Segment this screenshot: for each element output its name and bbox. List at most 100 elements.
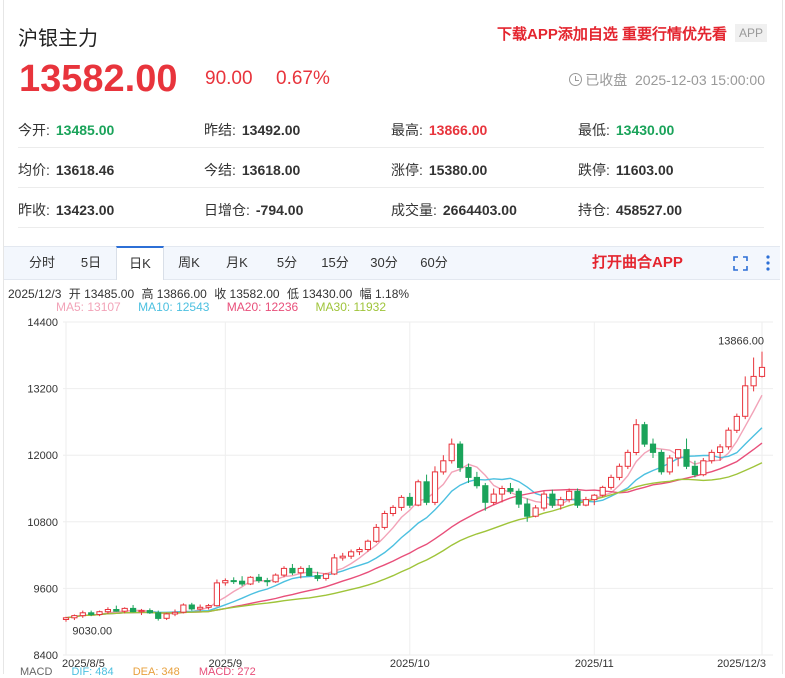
- ma20-label: MA20: 12236: [226, 300, 299, 314]
- candle-body: [431, 471, 439, 503]
- candle-body: [440, 460, 447, 473]
- stat-cell: 最高: 13866.00: [391, 120, 487, 140]
- tab-weekly-k[interactable]: 周K: [178, 255, 200, 270]
- price-change: 90.00: [205, 68, 253, 89]
- candle-body: [104, 609, 112, 613]
- candle-body: [389, 506, 397, 514]
- stat-cell: 今结: 13618.00: [204, 160, 300, 180]
- candle-body: [280, 567, 288, 576]
- x-tick-label: 2025/9: [208, 658, 242, 670]
- tab-15min[interactable]: 15分: [321, 255, 349, 270]
- tab-60min[interactable]: 60分: [420, 255, 448, 270]
- candle-body: [758, 366, 766, 377]
- candle-body: [71, 615, 78, 619]
- macd-indicator: MACD DIF: 484 DEA: 348 MACD: 272: [20, 666, 272, 678]
- macd-dif: DIF: 484: [71, 666, 114, 678]
- candle-body: [733, 415, 740, 431]
- candle-body: [130, 607, 137, 613]
- candle-body: [666, 457, 673, 473]
- ohlc-low: 低 13430.00: [286, 287, 353, 301]
- candle-body: [415, 481, 422, 506]
- candle-body: [356, 549, 363, 553]
- candle-body: [406, 496, 413, 506]
- status-text: 已收盘: [585, 72, 628, 88]
- candle-body: [708, 451, 715, 462]
- candle-body: [624, 451, 631, 467]
- candle-body: [306, 567, 313, 577]
- ma30-label: MA30: 11932: [315, 300, 387, 314]
- stat-value: 13492.00: [241, 122, 301, 138]
- stat-cell: 日增仓: -794.00: [204, 200, 303, 220]
- tab-30min[interactable]: 30分: [370, 255, 398, 270]
- candle-body: [155, 612, 162, 619]
- candle-body: [700, 460, 707, 476]
- y-tick-label: 14400: [27, 317, 58, 329]
- stat-label: 成交量:: [391, 202, 437, 218]
- ma5-line: [65, 394, 763, 619]
- candle-body: [532, 507, 539, 517]
- x-tick-label: 2025/11: [575, 658, 614, 670]
- stat-label: 均价:: [18, 162, 50, 178]
- ohlc-open: 开 13485.00: [68, 287, 135, 301]
- more-menu-icon[interactable]: [766, 255, 770, 271]
- candle-body: [113, 609, 120, 612]
- clock-icon: [569, 73, 583, 86]
- macd-value: MACD: 272: [198, 666, 256, 678]
- market-status: 已收盘 2025-12-03 15:00:00: [569, 70, 765, 90]
- stat-label: 最低:: [578, 122, 610, 138]
- tab-intraday[interactable]: 分时: [28, 255, 55, 270]
- download-app-promo-link[interactable]: 下载APP添加自选 重要行情优先看: [496, 26, 727, 43]
- candle-body: [725, 429, 732, 448]
- candle-body: [457, 443, 464, 468]
- tab-5day[interactable]: 5日: [80, 255, 102, 270]
- tab-monthly-k[interactable]: 月K: [226, 255, 248, 270]
- fullscreen-icon[interactable]: [733, 256, 748, 271]
- stat-cell: 持仓: 458527.00: [578, 200, 682, 220]
- candle-body: [289, 567, 296, 574]
- stat-value: 13618.00: [241, 162, 301, 178]
- candle-body: [473, 476, 480, 487]
- candle-body: [482, 485, 489, 503]
- x-tick-label: 2025/12/3: [717, 658, 766, 670]
- stat-value: 13423.00: [55, 202, 115, 218]
- candle-body: [339, 555, 346, 559]
- candle-body: [331, 557, 338, 575]
- stats-row: 今开: 13485.00 昨结: 13492.00 最高: 13866.00 最低: 1…: [18, 108, 764, 148]
- tab-daily-k[interactable]: 日K: [116, 246, 164, 280]
- stat-label: 持仓:: [578, 202, 610, 218]
- candle-body: [180, 604, 187, 613]
- candle-body: [549, 493, 556, 506]
- candle-body: [599, 486, 606, 496]
- candle-body: [230, 580, 237, 583]
- candle-body: [255, 576, 262, 582]
- open-app-link[interactable]: 打开曲合APP: [592, 254, 683, 271]
- stats-row: 昨收: 13423.00 日增仓: -794.00 成交量: 2664403.00 持…: [18, 188, 764, 228]
- app-badge[interactable]: APP: [734, 24, 767, 42]
- max-price-label: 13866.00: [718, 336, 764, 348]
- candle-body: [188, 604, 195, 610]
- y-tick-label: 9600: [34, 583, 58, 595]
- ma30-line: [65, 462, 763, 619]
- candle-body: [675, 449, 682, 459]
- x-tick-label: 2025/10: [390, 658, 430, 670]
- candle-body: [608, 476, 615, 488]
- candle-body: [423, 481, 430, 503]
- candle-body: [574, 490, 581, 506]
- candle-body: [507, 488, 514, 492]
- candle-body: [88, 612, 95, 615]
- price-change-percent: 0.67%: [276, 68, 330, 89]
- candle-body: [649, 443, 657, 453]
- tab-5min[interactable]: 5分: [276, 255, 298, 270]
- candle-body: [205, 605, 212, 608]
- min-price-label: 9030.00: [72, 626, 112, 638]
- candle-body: [591, 494, 598, 501]
- candle-body: [96, 611, 103, 616]
- candle-body: [683, 449, 690, 467]
- candle-body: [146, 610, 154, 614]
- ohlc-high: 高 13866.00: [141, 287, 207, 301]
- stat-label: 昨收:: [18, 202, 50, 218]
- stat-value: 13430.00: [615, 122, 675, 138]
- candle-body: [138, 610, 145, 613]
- instrument-title: 沪银主力: [18, 28, 98, 50]
